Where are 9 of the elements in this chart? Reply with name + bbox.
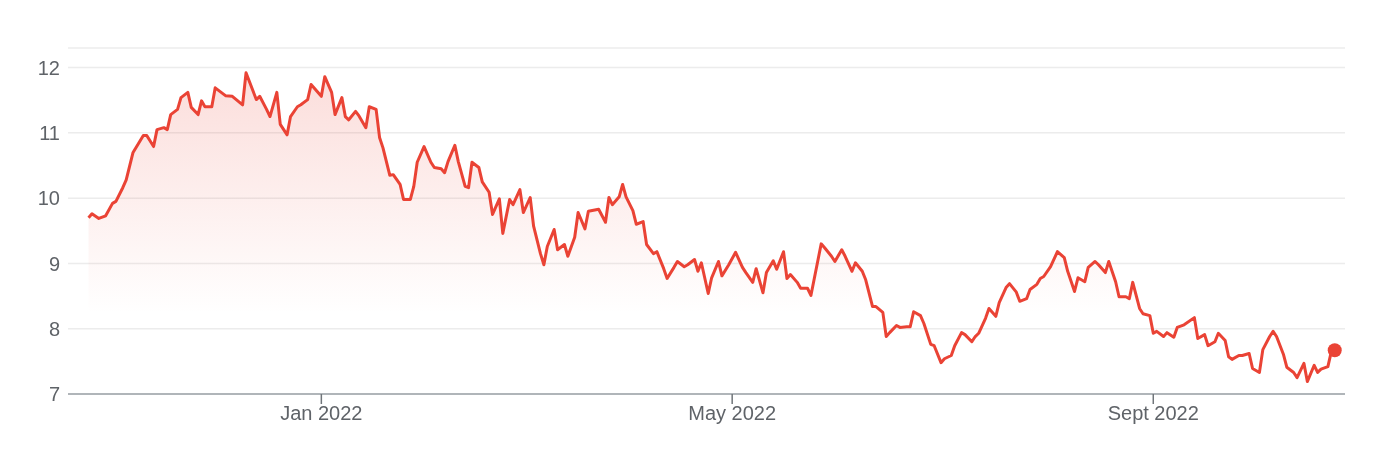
x-tick-label: May 2022 (688, 402, 777, 425)
x-tick-label: Sept 2022 (1107, 402, 1199, 425)
y-tick-label: 11 (39, 121, 60, 144)
y-tick-label: 8 (48, 317, 60, 340)
y-tick-label: 7 (48, 383, 60, 406)
x-tick-label: Jan 2022 (280, 402, 363, 425)
y-tick-label: 10 (37, 187, 60, 210)
y-tick-label: 12 (37, 56, 60, 79)
y-tick-label: 9 (48, 252, 60, 275)
